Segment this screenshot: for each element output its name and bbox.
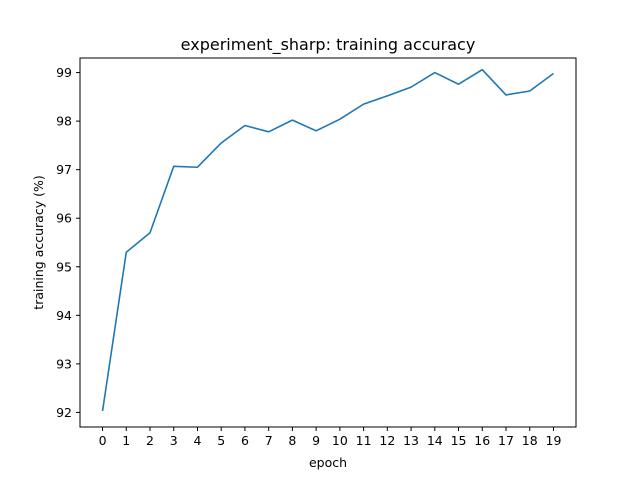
y-axis-label: training accuracy (%): [31, 175, 46, 309]
y-tick-label: 97: [56, 162, 72, 177]
x-tick-label: 3: [170, 433, 178, 448]
x-tick-label: 11: [356, 433, 372, 448]
x-tick-label: 10: [332, 433, 348, 448]
x-tick-label: 6: [241, 433, 249, 448]
chart-title: experiment_sharp: training accuracy: [181, 35, 476, 55]
x-tick-label: 2: [146, 433, 154, 448]
x-tick-label: 5: [217, 433, 225, 448]
x-tick-label: 0: [99, 433, 107, 448]
y-tick-label: 95: [56, 259, 72, 274]
axes-frame: [79, 57, 577, 428]
x-tick-label: 12: [379, 433, 395, 448]
x-tick-label: 15: [451, 433, 467, 448]
x-axis: 0 1 2 3 4 5 6 7 8 9 10 11 12 13 14 15 16 17 18 19: [99, 427, 562, 448]
y-tick-label: 92: [56, 405, 72, 420]
x-tick-label: 19: [546, 433, 562, 448]
plot-area: 0 1 2 3 4 5 6 7 8 9 10 11 12 13 14 15 16 17 18 19 929394959…: [56, 57, 577, 448]
x-tick-label: 7: [265, 433, 273, 448]
x-tick-label: 13: [403, 433, 419, 448]
x-tick-label: 14: [427, 433, 443, 448]
y-tick-label: 93: [56, 356, 72, 371]
x-tick-label: 16: [474, 433, 490, 448]
y-axis: 92 93 94 95 96 97 98 99: [56, 65, 80, 420]
x-tick-label: 4: [193, 433, 201, 448]
y-tick-label: 98: [56, 114, 72, 129]
x-tick-label: 17: [498, 433, 514, 448]
x-tick-label: 8: [288, 433, 296, 448]
x-tick-label: 1: [122, 433, 130, 448]
x-tick-label: 18: [522, 433, 538, 448]
y-tick-label: 96: [56, 211, 72, 226]
series-line: [101, 68, 554, 412]
x-tick-label: 9: [312, 433, 320, 448]
y-tick-label: 94: [56, 308, 72, 323]
x-axis-label: epoch: [309, 455, 347, 470]
y-tick-label: 99: [56, 65, 72, 80]
